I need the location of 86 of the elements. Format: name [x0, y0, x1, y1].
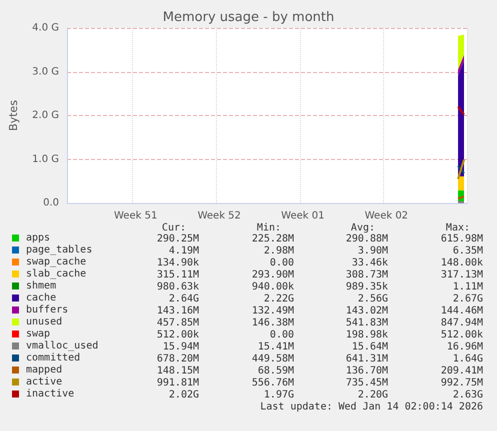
legend-label: buffers: [26, 304, 68, 316]
legend-label: swap_cache: [26, 256, 86, 268]
text: 6.35M: [452, 246, 484, 256]
text: 33.46k: [352, 258, 388, 268]
text: 143.16M: [156, 306, 200, 316]
legend-label: shmem: [26, 280, 56, 292]
legend-label: swap: [26, 328, 50, 340]
y-tick-label: 2.0 G: [32, 110, 59, 121]
text: 991.81M: [156, 378, 200, 388]
text: 225.28M: [252, 234, 294, 244]
text: 148.00k: [440, 258, 484, 268]
text: 317.13M: [440, 270, 484, 280]
y-tick-label: 4.0 G: [32, 22, 59, 34]
text: 68.59M: [258, 366, 294, 376]
text: 2.22G: [264, 294, 294, 304]
text: 1.11M: [452, 282, 484, 292]
text: 847.94M: [440, 318, 484, 328]
text: 1.97G: [264, 390, 294, 400]
text: 15.94M: [162, 342, 199, 352]
legend-label: committed: [26, 352, 80, 364]
text: 2.64G: [168, 294, 200, 304]
text: 209.41M: [440, 366, 484, 376]
text: 735.45M: [346, 378, 388, 388]
text: 15.64M: [352, 342, 388, 352]
text: 940.00k: [252, 282, 294, 292]
text: Cur:: [162, 222, 186, 234]
legend-label: vmalloc_used: [26, 340, 98, 352]
legend-label: active: [26, 376, 62, 388]
text: 148.15M: [156, 366, 200, 376]
text: 615.98M: [440, 234, 484, 244]
text: 136.70M: [346, 366, 388, 376]
text: Max:: [446, 222, 470, 234]
text: 198.98k: [346, 330, 388, 340]
text: 0.00: [270, 330, 294, 340]
text: 541.83M: [346, 318, 388, 328]
legend-label: unused: [26, 316, 62, 328]
text: 989.35k: [346, 282, 388, 292]
text: 641.31M: [346, 354, 388, 364]
x-tick-label: Week 02: [364, 210, 408, 222]
x-tick-label: Week 52: [198, 210, 241, 222]
text: 146.38M: [252, 318, 294, 328]
legend-label: cache: [26, 292, 56, 304]
legend-label: inactive: [26, 388, 74, 400]
text: 3.90M: [358, 246, 388, 256]
chart-title: Memory usage - by month: [162, 10, 334, 25]
text: 315.11M: [156, 270, 200, 280]
text: 2.02G: [168, 390, 200, 400]
text: 1.64G: [452, 354, 484, 364]
y-tick-label: 3.0 G: [32, 66, 59, 78]
text: 308.73M: [346, 270, 388, 280]
text: 2.67G: [452, 294, 484, 304]
text: Last update: Wed Jan 14 02:00:14 2026: [260, 402, 484, 412]
legend-label: page_tables: [26, 244, 92, 256]
text: 2.20G: [358, 390, 388, 400]
text: 678.20M: [156, 354, 200, 364]
text: 449.58M: [252, 354, 294, 364]
text: 2.63G: [452, 390, 484, 400]
x-tick-label: Week 01: [281, 210, 324, 222]
text: 144.46M: [440, 306, 484, 316]
text: 134.90k: [156, 258, 200, 268]
text: 143.02M: [346, 306, 388, 316]
text: 512.00k: [156, 330, 200, 340]
text: 16.96M: [446, 342, 483, 352]
text: 293.90M: [252, 270, 294, 280]
legend-label: apps: [26, 232, 50, 244]
text: 980.63k: [156, 282, 200, 292]
text: 15.41M: [258, 342, 294, 352]
text: Min:: [256, 222, 282, 234]
text: 2.56G: [358, 294, 388, 304]
y-tick-label: 1.0 G: [32, 154, 59, 165]
x-tick-label: Week 51: [114, 210, 158, 222]
legend-label: mapped: [26, 364, 62, 376]
y-tick-label: 0.0: [43, 198, 59, 208]
text: 992.75M: [440, 378, 484, 388]
text: 512.00k: [440, 330, 484, 340]
y-axis-title: Bytes: [7, 100, 20, 131]
text: 2.98M: [264, 246, 294, 256]
text: 132.49M: [252, 306, 294, 316]
text: Avg:: [350, 222, 376, 234]
text: 0.00: [270, 258, 294, 268]
text: 556.76M: [252, 378, 294, 388]
legend-label: slab_cache: [26, 268, 86, 280]
text: 290.25M: [156, 234, 200, 244]
text: 457.85M: [156, 318, 200, 328]
text: 290.88M: [346, 234, 388, 244]
text: 4.19M: [168, 246, 200, 256]
